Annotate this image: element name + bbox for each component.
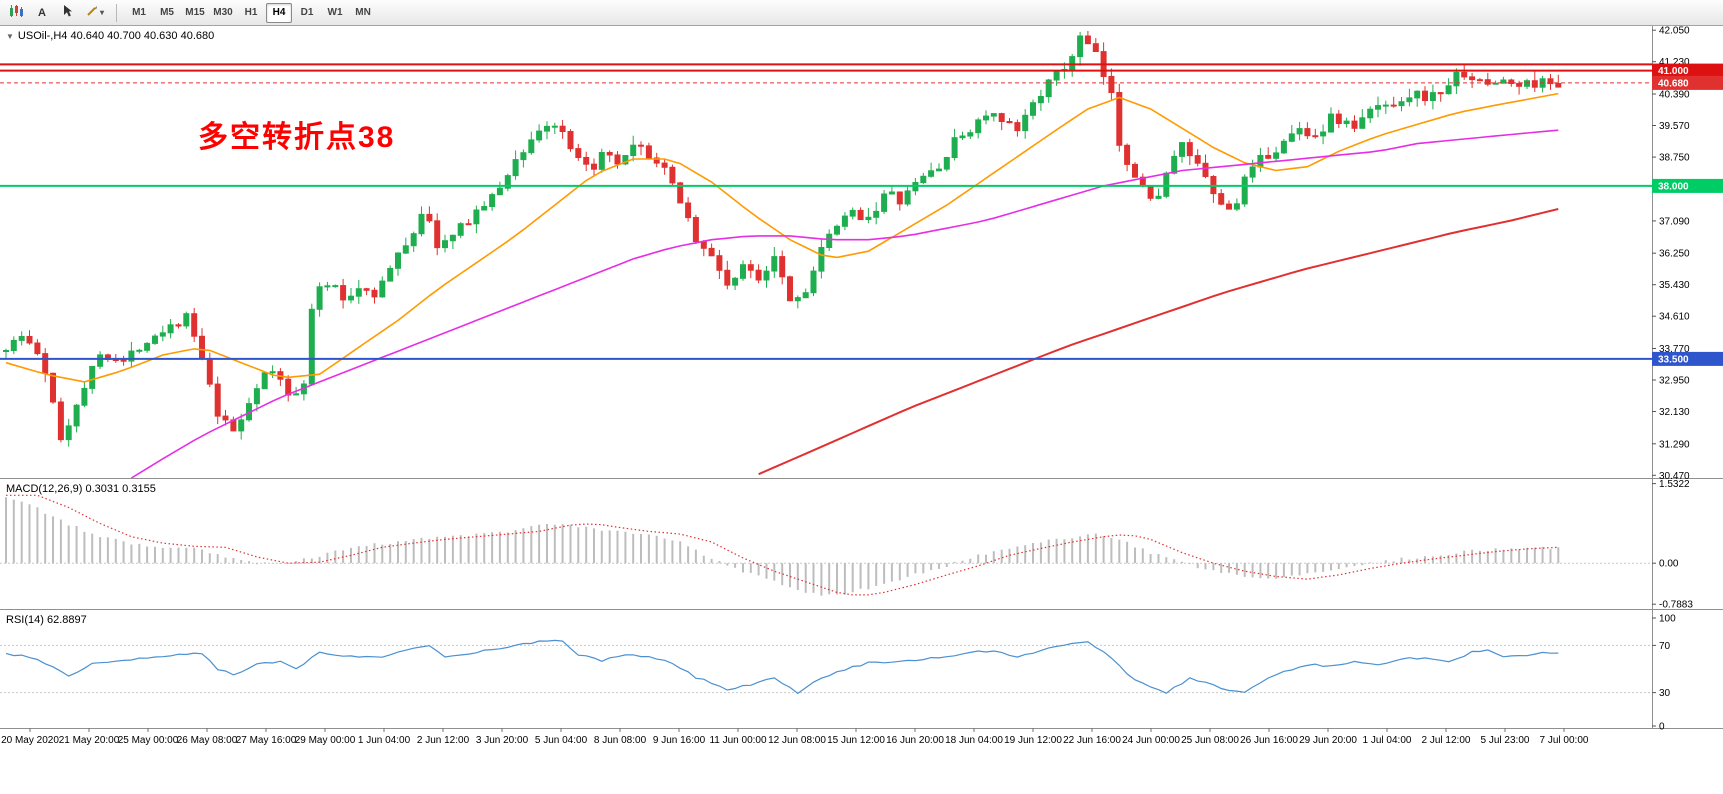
- svg-text:42.050: 42.050: [1659, 26, 1690, 37]
- collapse-arrow-icon: ▼: [6, 31, 14, 41]
- timeframe-button-w1[interactable]: W1: [322, 3, 348, 23]
- svg-text:25 Jun 08:00: 25 Jun 08:00: [1181, 735, 1239, 746]
- pencil-icon: [86, 5, 98, 20]
- svg-text:21 May 20:00: 21 May 20:00: [59, 735, 120, 746]
- rsi-header: RSI(14) 62.8897: [6, 614, 87, 626]
- svg-text:2 Jun 12:00: 2 Jun 12:00: [417, 735, 470, 746]
- timeframe-button-d1[interactable]: D1: [294, 3, 320, 23]
- chart-canvas[interactable]: 42.05041.23040.39039.57038.75037.93037.0…: [0, 26, 1723, 794]
- svg-text:30.470: 30.470: [1659, 471, 1690, 482]
- svg-text:1.5322: 1.5322: [1659, 479, 1690, 490]
- timeframe-toolbar: M1 M5 M15 M30 H1 H4 D1 W1 MN: [125, 2, 377, 23]
- svg-text:37.090: 37.090: [1659, 216, 1690, 227]
- timeframe-button-m15[interactable]: M15: [182, 3, 208, 23]
- svg-text:7 Jul 00:00: 7 Jul 00:00: [1540, 735, 1589, 746]
- timeframe-button-mn[interactable]: MN: [350, 3, 376, 23]
- svg-text:2 Jul 12:00: 2 Jul 12:00: [1422, 735, 1471, 746]
- svg-text:19 Jun 12:00: 19 Jun 12:00: [1004, 735, 1062, 746]
- svg-text:3 Jun 20:00: 3 Jun 20:00: [476, 735, 529, 746]
- macd-header: MACD(12,26,9) 0.3031 0.3155: [6, 483, 156, 495]
- svg-text:40.680: 40.680: [1658, 78, 1689, 89]
- svg-text:38.000: 38.000: [1658, 181, 1689, 192]
- svg-text:0.00: 0.00: [1659, 559, 1679, 570]
- timeframe-button-m30[interactable]: M30: [210, 3, 236, 23]
- svg-text:25 May 00:00: 25 May 00:00: [118, 735, 179, 746]
- svg-text:0: 0: [1659, 722, 1665, 733]
- text-label-button[interactable]: A: [30, 3, 54, 23]
- cursor-arrow-icon: [62, 4, 74, 21]
- svg-text:9 Jun 16:00: 9 Jun 16:00: [653, 735, 706, 746]
- svg-text:26 Jun 16:00: 26 Jun 16:00: [1240, 735, 1298, 746]
- svg-text:32.950: 32.950: [1659, 376, 1690, 387]
- toolbar: A ▾ M1 M5 M15 M30 H1 H4 D1 W1 MN: [0, 0, 1723, 26]
- svg-text:32.130: 32.130: [1659, 407, 1690, 418]
- timeframe-button-m5[interactable]: M5: [154, 3, 180, 23]
- svg-text:26 May 08:00: 26 May 08:00: [177, 735, 238, 746]
- svg-text:20 May 2020: 20 May 2020: [1, 735, 59, 746]
- svg-text:5 Jul 23:00: 5 Jul 23:00: [1481, 735, 1530, 746]
- svg-text:8 Jun 08:00: 8 Jun 08:00: [594, 735, 647, 746]
- svg-text:31.290: 31.290: [1659, 439, 1690, 450]
- svg-text:22 Jun 16:00: 22 Jun 16:00: [1063, 735, 1121, 746]
- chart-header: ▼ USOil-,H4 40.640 40.700 40.630 40.680: [6, 30, 214, 42]
- svg-text:38.750: 38.750: [1659, 153, 1690, 164]
- draw-tool-dropdown[interactable]: ▾: [82, 3, 108, 23]
- timeframe-button-m1[interactable]: M1: [126, 3, 152, 23]
- svg-text:100: 100: [1659, 614, 1676, 625]
- toolbar-separator: [116, 3, 118, 22]
- svg-text:24 Jun 00:00: 24 Jun 00:00: [1122, 735, 1180, 746]
- svg-text:35.430: 35.430: [1659, 280, 1690, 291]
- svg-text:70: 70: [1659, 641, 1671, 652]
- svg-text:18 Jun 04:00: 18 Jun 04:00: [945, 735, 1003, 746]
- svg-text:-0.7883: -0.7883: [1659, 600, 1693, 611]
- svg-text:29 Jun 20:00: 29 Jun 20:00: [1299, 735, 1357, 746]
- svg-text:33.500: 33.500: [1658, 354, 1689, 365]
- svg-text:15 Jun 12:00: 15 Jun 12:00: [827, 735, 885, 746]
- svg-text:30: 30: [1659, 688, 1671, 699]
- timeframe-button-h4[interactable]: H4: [266, 2, 293, 23]
- svg-text:12 Jun 08:00: 12 Jun 08:00: [768, 735, 826, 746]
- chart-area[interactable]: 42.05041.23040.39039.57038.75037.93037.0…: [0, 26, 1723, 794]
- svg-text:16 Jun 20:00: 16 Jun 20:00: [886, 735, 944, 746]
- chart-annotation: 多空转折点38: [198, 121, 396, 154]
- svg-text:33.770: 33.770: [1659, 344, 1690, 355]
- candlestick-chart-icon: [8, 4, 24, 21]
- symbol-ohlc-readout: USOil-,H4 40.640 40.700 40.630 40.680: [17, 30, 215, 42]
- svg-text:1 Jul 04:00: 1 Jul 04:00: [1363, 735, 1412, 746]
- dropdown-caret-icon: ▾: [100, 8, 105, 17]
- svg-text:41.000: 41.000: [1658, 66, 1689, 77]
- svg-text:1 Jun 04:00: 1 Jun 04:00: [358, 735, 411, 746]
- charts-icon-button[interactable]: [4, 3, 28, 23]
- svg-text:40.390: 40.390: [1659, 90, 1690, 101]
- svg-text:34.610: 34.610: [1659, 312, 1690, 323]
- svg-text:36.250: 36.250: [1659, 249, 1690, 260]
- svg-text:41.230: 41.230: [1659, 57, 1690, 68]
- timeframe-button-h1[interactable]: H1: [238, 3, 264, 23]
- svg-text:29 May 00:00: 29 May 00:00: [295, 735, 356, 746]
- cursor-tool-button[interactable]: [56, 3, 80, 23]
- svg-text:5 Jun 04:00: 5 Jun 04:00: [535, 735, 588, 746]
- svg-text:39.570: 39.570: [1659, 121, 1690, 132]
- svg-text:27 May 16:00: 27 May 16:00: [236, 735, 297, 746]
- svg-text:11 Jun 00:00: 11 Jun 00:00: [709, 735, 767, 746]
